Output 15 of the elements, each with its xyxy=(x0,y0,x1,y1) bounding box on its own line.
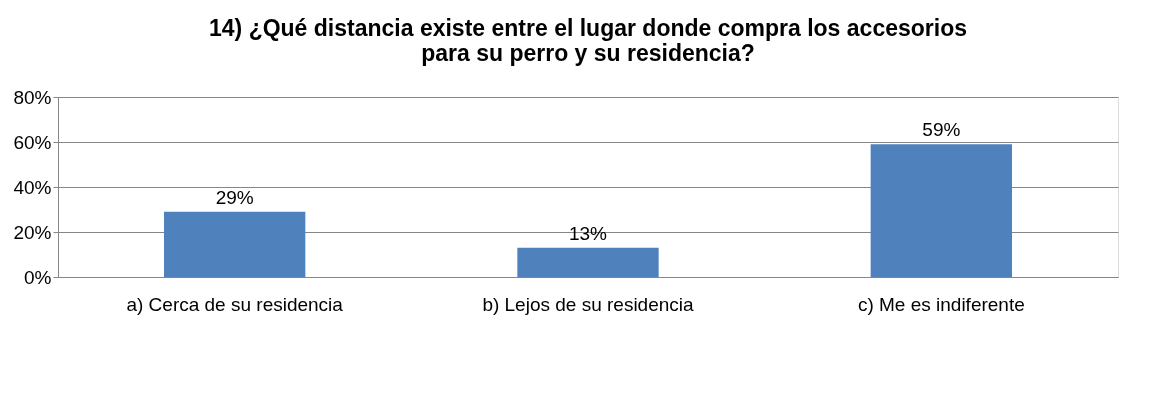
bar xyxy=(870,144,1012,277)
x-tick-label: c) Me es indiferente xyxy=(857,293,1025,315)
x-tick-label: a) Cerca de su residencia xyxy=(126,293,344,315)
y-tick-label: 80% xyxy=(13,86,52,108)
data-label: 29% xyxy=(215,186,254,208)
y-tick-label: 40% xyxy=(13,176,52,198)
data-label: 59% xyxy=(922,119,961,141)
data-label: 13% xyxy=(568,222,608,244)
bar xyxy=(164,211,306,277)
y-tick-label: 60% xyxy=(13,131,52,153)
y-tick-label: 20% xyxy=(13,221,52,243)
bar xyxy=(517,247,659,277)
x-tick-label: b) Lejos de su residencia xyxy=(482,293,695,315)
y-tick-label: 0% xyxy=(24,266,52,288)
chart-title: 14) ¿Qué distancia existe entre el lugar donde compra los accesorios para su perro y su residencia? xyxy=(209,15,967,66)
